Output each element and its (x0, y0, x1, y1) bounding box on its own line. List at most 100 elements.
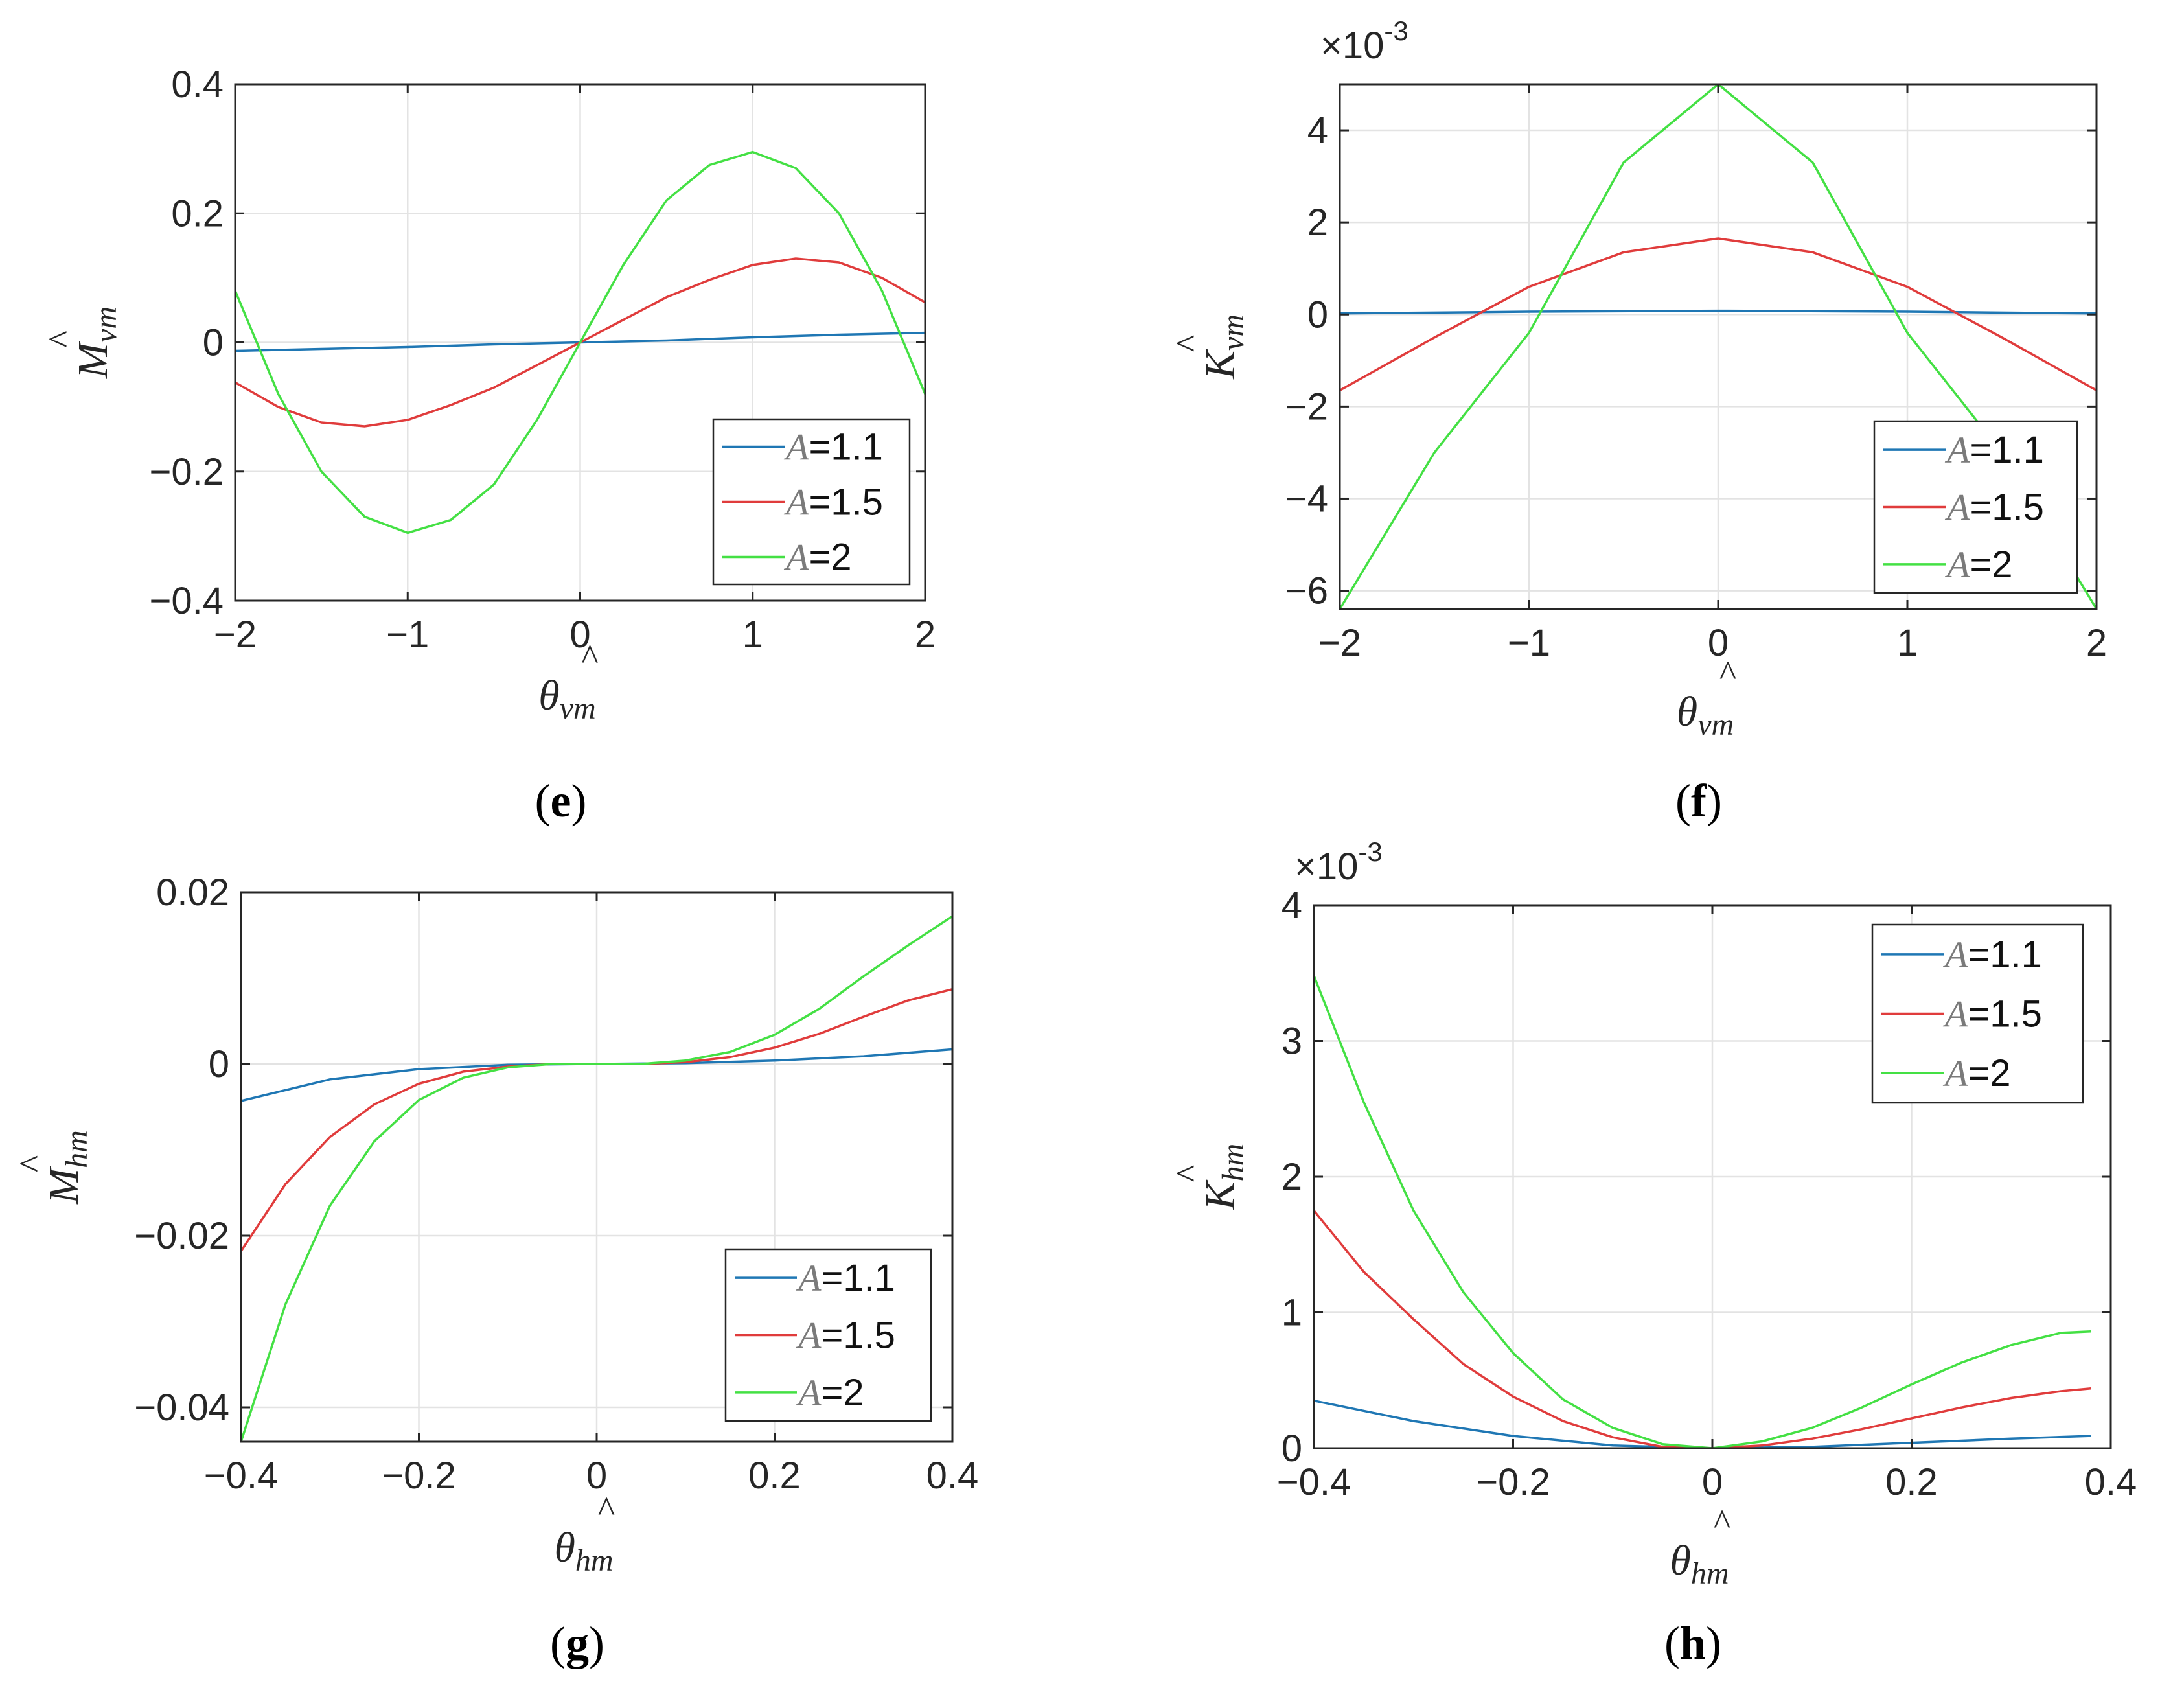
multiplier-base: ×10 (1294, 846, 1358, 888)
y-tick-label: 0.4 (171, 64, 224, 106)
legend-entry-value: =1.1 (1968, 934, 2042, 976)
legend-entry-prefix: A (796, 1257, 822, 1299)
x-tick-label: 1 (742, 614, 763, 656)
y-axis-label-sub: vm (89, 306, 123, 343)
x-tick-label: 2 (2086, 622, 2107, 664)
y-axis-label-group: Mvm^ (41, 306, 123, 379)
x-axis-label-sub: vm (1697, 708, 1734, 742)
x-axis-label-sub: hm (1691, 1556, 1729, 1591)
y-axis-label-base: K (1197, 1179, 1244, 1210)
legend-entry-A=1.1: A=1.1 (1944, 429, 2044, 471)
x-tick-label: −0.2 (382, 1455, 456, 1497)
y-axis-label-base: K (1197, 349, 1244, 380)
x-tick-label: −1 (386, 614, 429, 656)
y-axis-label-sub: hm (60, 1130, 94, 1168)
x-axis-label: θvm (538, 672, 595, 726)
x-tick-label: 0 (569, 614, 590, 656)
x-tick-label: 2 (915, 614, 936, 656)
legend-entry-value: =1.1 (821, 1257, 895, 1299)
legend-entry-value: =2 (1968, 1052, 2010, 1094)
legend-entry-prefix: A (796, 1372, 822, 1414)
x-axis-label-sub: vm (560, 691, 596, 726)
x-tick-label: 0.2 (748, 1455, 801, 1497)
x-tick-label: 0 (1708, 622, 1729, 664)
legend-entry-prefix: A (1942, 934, 1968, 976)
legend-entry-value: =1.5 (1968, 993, 2042, 1035)
legend-entry-prefix: A (783, 426, 809, 468)
legend-entry-prefix: A (783, 537, 809, 579)
axis-multiplier: ×10-3 (1320, 16, 1408, 67)
y-axis-label-base: M (69, 340, 117, 379)
x-axis-label-hat: ^ (598, 1490, 615, 1530)
x-tick-label: −2 (1318, 622, 1361, 664)
y-tick-label: −0.4 (150, 580, 224, 622)
x-tick-label: −0.4 (204, 1455, 279, 1497)
y-tick-label: 4 (1282, 884, 1302, 927)
legend-entry-A=2: A=2 (1942, 1052, 2011, 1094)
legend-entry-A=2: A=2 (796, 1372, 864, 1414)
panel-letter: e (551, 775, 571, 827)
y-axis-label-group: Mhm^ (12, 1130, 94, 1205)
legend-entry-prefix: A (1944, 429, 1970, 471)
legend-entry-A=1.1: A=1.1 (1942, 934, 2042, 976)
x-axis-label: θvm (1677, 688, 1734, 742)
y-axis-label: Kvm (1197, 314, 1250, 380)
legend-entry-A=1.1: A=1.1 (796, 1257, 895, 1299)
legend-entry-prefix: A (783, 481, 809, 524)
x-axis-label-base: θ (1677, 688, 1697, 735)
chart-e: −2 −1 0 1 2−0.4−0.200.20.4θvm^Mvm^A=1.1A=1.5… (41, 64, 936, 827)
legend-entry-A=2: A=2 (1944, 544, 2013, 586)
y-tick-label: 0.02 (156, 872, 229, 914)
series-line-A=2 (1314, 975, 2091, 1448)
legend-entry-value: =2 (809, 537, 851, 579)
y-axis-label: Khm (1197, 1144, 1250, 1211)
y-tick-label: 0 (209, 1043, 229, 1085)
legend-entry-A=1.5: A=1.5 (796, 1315, 895, 1357)
y-axis-label-group: Khm^ (1169, 1144, 1250, 1211)
panel-paren-open: ( (535, 775, 551, 827)
legend-entry-A=1.5: A=1.5 (1942, 993, 2042, 1035)
y-tick-label: 3 (1282, 1021, 1302, 1063)
series-line-A=2 (235, 150, 925, 535)
legend-entry-prefix: A (1942, 1052, 1968, 1094)
panel-label: (h) (1664, 1617, 1721, 1669)
series-line-A=1.1 (1314, 1399, 2091, 1448)
x-tick-label: −1 (1508, 622, 1550, 664)
y-tick-label: 4 (1307, 110, 1328, 152)
x-axis-label-hat: ^ (1719, 654, 1736, 694)
panel-paren-close: ) (589, 1617, 604, 1669)
y-tick-label: 0 (1282, 1427, 1302, 1470)
x-axis-label-base: θ (1670, 1537, 1690, 1584)
panel-label: (e) (535, 775, 587, 827)
y-tick-label: 1 (1282, 1292, 1302, 1334)
y-tick-label: −0.04 (134, 1387, 229, 1429)
legend-entry-A=1.5: A=1.5 (1944, 487, 2044, 529)
y-axis-label-hat: ^ (1169, 335, 1209, 352)
panel-paren-open: ( (1664, 1617, 1680, 1669)
legend-entry-value: =2 (821, 1372, 864, 1414)
x-axis-label: θhm (1670, 1537, 1729, 1591)
chart-g: −0.4 −0.2 0 0.2 0.4−0.04−0.0200.02θhm^Mhm^A=… (12, 872, 978, 1669)
legend-entry-A=1.1: A=1.1 (783, 426, 883, 468)
panel-letter: h (1680, 1617, 1706, 1669)
y-axis-label: Mvm (69, 306, 123, 379)
x-tick-label: 0 (586, 1455, 607, 1497)
chart-f: −2 −1 0 1 2−6−4−2024×10-3θvm^Kvm^A=1.1A=1.5A… (1169, 16, 2107, 827)
series-line-A=1.5 (1314, 1210, 2091, 1448)
legend-entry-value: =1.1 (1970, 429, 2044, 471)
legend-entry-A=2: A=2 (783, 537, 852, 579)
legend-entry-A=1.5: A=1.5 (783, 481, 883, 524)
y-tick-label: 2 (1282, 1156, 1302, 1198)
series-line-A=2 (1340, 84, 2097, 609)
panel-paren-close: ) (571, 775, 586, 827)
y-tick-label: −2 (1285, 386, 1328, 428)
x-tick-label: −0.2 (1476, 1461, 1550, 1503)
legend-entry-value: =2 (1970, 544, 2012, 586)
x-tick-label: 0.2 (1885, 1461, 1938, 1503)
multiplier-exponent: -3 (1358, 837, 1382, 867)
x-axis-label-base: θ (554, 1524, 575, 1571)
chart-h: −0.4 −0.2 0 0.2 0.401234×10-3θhm^Khm^A=1.1A=… (1169, 837, 2137, 1669)
y-tick-label: 2 (1307, 202, 1328, 244)
y-tick-label: 0 (1307, 294, 1328, 336)
